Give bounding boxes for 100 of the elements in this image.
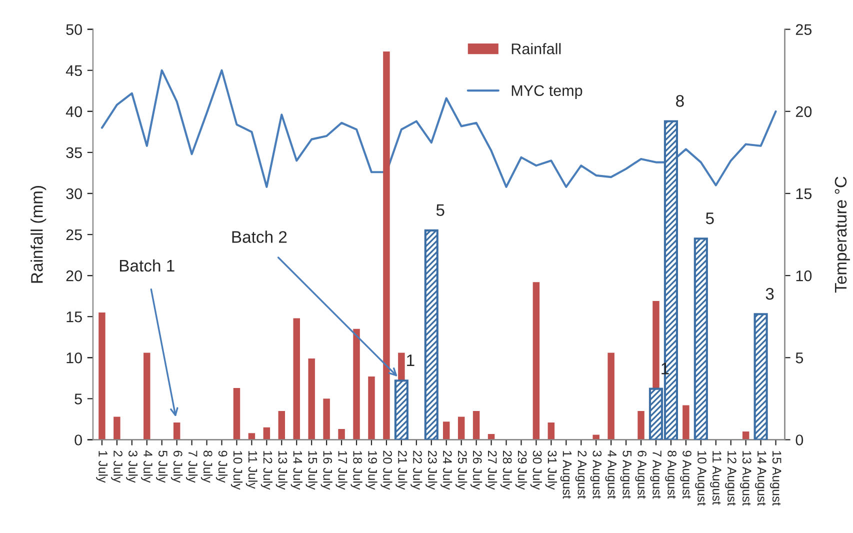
x-tick-label: 23 July [426, 450, 438, 490]
annotation: 5 [436, 204, 444, 216]
x-tick-label: 17 July [336, 451, 348, 490]
y-axis-title: Rainfall (mm) [30, 186, 46, 283]
bar [682, 405, 690, 440]
x-tick-label: 19 July [366, 451, 378, 490]
bar [308, 358, 315, 440]
annotation: 5 [706, 212, 714, 224]
x-tick-label: 6 August [635, 450, 647, 499]
bar [754, 313, 768, 440]
x-tick-label: 13 July [276, 451, 288, 490]
y-tick-label: 35 [66, 147, 82, 158]
bar [424, 229, 438, 440]
x-tick-label: 22 July [410, 450, 422, 490]
bar [638, 410, 644, 440]
bar [144, 352, 150, 440]
legend-label: Rainfall [512, 43, 561, 54]
x-tick-label: 12 July [260, 451, 272, 490]
x-tick-label: 5 July [156, 450, 168, 483]
x-tick-label: 31 July [545, 450, 557, 490]
annotation: 3 [766, 288, 774, 300]
x-tick-label: 13 August [740, 451, 752, 506]
x-tick-label: 11 August [710, 451, 722, 505]
x-tick-label: 3 July [126, 450, 138, 483]
y2-tick-label: 5 [796, 352, 804, 364]
bar [293, 318, 300, 440]
x-tick-label: 20 July [380, 450, 392, 490]
x-tick-label: 2 August [575, 450, 587, 499]
y2-tick-label: 10 [796, 270, 812, 282]
bar [532, 282, 540, 440]
bar [323, 398, 330, 440]
bar [548, 422, 555, 440]
x-tick-label: 18 July [350, 451, 362, 490]
x-tick-label: 15 August [770, 451, 782, 506]
x-tick-label: 2 July [111, 450, 123, 483]
y-tick-label: 30 [66, 188, 82, 200]
bar [278, 410, 286, 440]
x-tick-label: 29 July [515, 450, 528, 490]
x-tick-label: 14 July [290, 451, 302, 490]
bar [458, 416, 465, 440]
y-tick-label: 40 [66, 106, 82, 118]
bar [394, 380, 408, 440]
y2-tick-label: 25 [796, 24, 812, 35]
bar [98, 312, 106, 440]
x-tick-label: 4 August [605, 450, 616, 499]
bar [173, 422, 180, 440]
x-tick-label: 1 August [560, 451, 572, 499]
bar [442, 422, 450, 440]
y-tick-label: 10 [66, 352, 82, 364]
x-tick-label: 4 July [141, 450, 153, 483]
bar [338, 429, 345, 440]
y-tick-label: 50 [66, 24, 82, 35]
y2-tick-label: 15 [796, 188, 812, 200]
y2-tick-label: 0 [796, 434, 804, 446]
x-tick-label: 24 July [440, 450, 452, 490]
annotation: 1 [407, 354, 414, 366]
y2-tick-label: 20 [796, 106, 812, 118]
bar [263, 427, 270, 440]
x-tick-label: 5 August [620, 450, 632, 499]
bar [694, 238, 708, 440]
line-series [100, 69, 777, 188]
x-tick-label: 10 August [695, 451, 706, 506]
x-tick-label: 25 July [456, 450, 468, 490]
y-tick-label: 15 [66, 312, 82, 322]
annotation: 8 [676, 95, 684, 107]
y-tick-label: 0 [74, 434, 82, 446]
x-tick-label: 28 July [500, 450, 512, 490]
x-tick-label: 27 July [485, 450, 498, 490]
bar [472, 410, 480, 440]
annotation: Batch 2 [232, 230, 287, 243]
x-tick-label: 1 July [96, 451, 108, 483]
y-tick-label: 45 [66, 65, 82, 76]
x-tick-label: 14 August [754, 451, 766, 506]
bar [353, 328, 360, 440]
bar [368, 376, 375, 440]
y-tick-label: 20 [66, 270, 82, 282]
x-tick-label: 11 July [246, 451, 258, 489]
x-tick-label: 8 August [665, 450, 676, 499]
x-tick-label: 21 July [396, 450, 408, 490]
x-tick-label: 26 July [470, 450, 482, 490]
x-tick-label: 9 July [216, 450, 228, 483]
x-tick-label: 7 July [186, 450, 198, 483]
annotation: Batch 1 [120, 259, 174, 272]
x-tick-label: 16 July [320, 451, 332, 490]
bar [383, 51, 390, 440]
bar [233, 388, 240, 440]
x-tick-label: 7 August [650, 450, 662, 499]
bar [114, 416, 120, 440]
bar [608, 352, 614, 440]
x-tick-label: 3 August [590, 450, 602, 499]
x-tick-label: 6 July [171, 450, 183, 483]
y-tick-label: 25 [66, 229, 82, 240]
x-tick-label: 15 July [306, 451, 318, 490]
y-tick-label: 5 [74, 394, 82, 404]
x-tick-label: 9 August [680, 450, 692, 499]
y2-axis-title: Temperature °C [834, 176, 850, 293]
x-tick-label: 30 July [530, 450, 542, 490]
legend-label: MYC temp [512, 85, 582, 100]
x-tick-label: 8 July [200, 450, 213, 483]
x-tick-label: 12 August [725, 451, 736, 506]
